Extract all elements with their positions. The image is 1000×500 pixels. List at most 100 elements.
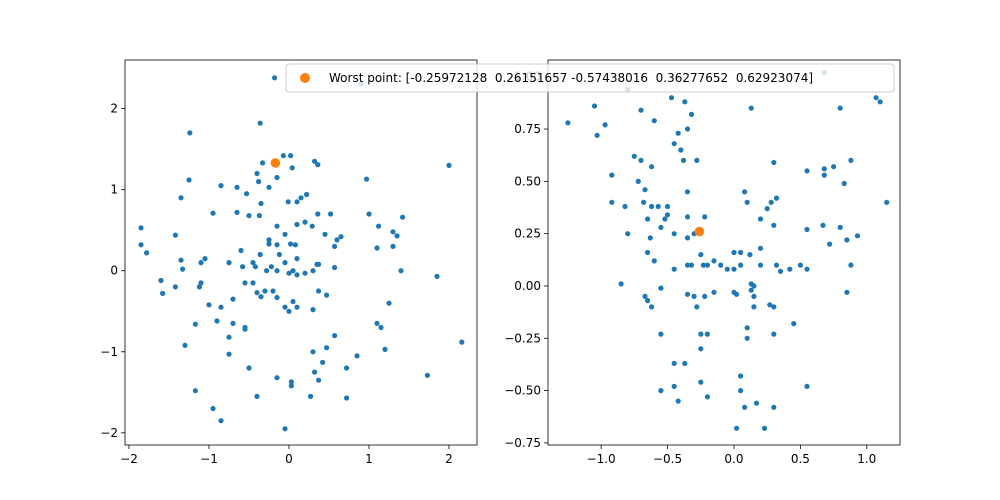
right-x-tick-label-4: 1.0	[857, 452, 876, 466]
right-point-26	[641, 199, 647, 205]
left-point-37	[309, 223, 315, 229]
right-point-66	[700, 262, 707, 268]
right-point-90	[844, 289, 850, 295]
right-point-48	[684, 235, 691, 241]
left-point-94	[324, 292, 330, 298]
legend-worst-marker	[300, 73, 310, 83]
left-point-27	[312, 158, 318, 164]
right-point-8	[638, 107, 644, 113]
right-point-39	[764, 206, 770, 212]
right-point-104	[751, 283, 757, 289]
right-point-57	[718, 262, 724, 268]
left-point-125	[400, 214, 406, 220]
left-point-58	[264, 268, 270, 274]
right-point-47	[671, 231, 677, 237]
left-point-28	[315, 162, 321, 168]
right-point-95	[658, 285, 664, 291]
left-point-92	[310, 307, 316, 313]
right-point-17	[694, 157, 700, 163]
left-point-62	[282, 260, 288, 266]
left-point-16	[288, 153, 294, 159]
left-point-12	[258, 200, 264, 207]
right-point-121	[671, 383, 677, 389]
left-point-70	[316, 261, 322, 267]
left-point-123	[390, 229, 396, 235]
right-point-35	[742, 189, 748, 195]
right-point-130	[771, 404, 777, 410]
left-point-44	[138, 225, 144, 231]
left-point-63	[286, 270, 292, 276]
right-point-62	[747, 252, 753, 258]
right-point-22	[635, 178, 641, 184]
right-point-119	[682, 360, 688, 366]
left-point-8	[234, 184, 240, 190]
left-point-33	[288, 241, 294, 247]
right-point-32	[684, 189, 691, 195]
right-point-127	[742, 404, 748, 410]
right-point-27	[649, 203, 655, 210]
right-y-tick-label-4: 0.25	[514, 227, 541, 241]
right-point-116	[771, 331, 777, 337]
left-point-54	[240, 264, 246, 270]
left-point-85	[262, 288, 268, 294]
left-point-47	[172, 232, 178, 238]
right-scatter-axes: −1.0 −0.5 0.0 0.5 1.0 −0.75 −0.50 −0.25 0.00 0.2…	[504, 59, 901, 466]
right-point-124	[704, 394, 711, 400]
left-x-tick-label-0: −2	[120, 452, 138, 466]
right-point-78	[837, 105, 843, 111]
left-point-90	[290, 298, 296, 305]
left-point-71	[332, 264, 338, 271]
right-point-86	[827, 241, 833, 247]
left-point-129	[374, 320, 380, 326]
left-point-99	[242, 326, 248, 332]
right-point-41	[773, 195, 780, 201]
left-point-122	[376, 223, 382, 229]
right-point-53	[688, 262, 695, 268]
right-point-117	[698, 346, 704, 352]
right-point-51	[651, 258, 657, 264]
right-point-30	[664, 203, 671, 210]
left-point-11	[260, 160, 266, 166]
left-point-26	[304, 191, 310, 198]
right-point-40	[768, 199, 774, 205]
left-point-34	[292, 242, 298, 248]
right-point-72	[804, 266, 810, 272]
right-point-125	[738, 373, 744, 379]
left-points-layer	[138, 75, 465, 432]
right-point-19	[638, 157, 644, 163]
left-point-21	[256, 213, 262, 219]
left-point-50	[198, 260, 204, 266]
left-point-114	[308, 393, 314, 399]
right-point-20	[649, 164, 655, 170]
left-point-3	[257, 120, 263, 126]
right-point-34	[702, 214, 708, 220]
right-point-12	[675, 130, 681, 136]
right-point-50	[645, 249, 651, 256]
right-point-73	[804, 168, 810, 174]
right-point-13	[684, 126, 691, 132]
left-point-127	[390, 243, 396, 249]
right-axes-frame	[547, 59, 901, 446]
left-point-20	[246, 213, 252, 219]
left-point-76	[198, 280, 204, 286]
right-point-110	[791, 321, 797, 327]
left-point-130	[378, 324, 384, 331]
right-point-75	[821, 172, 827, 178]
right-point-96	[684, 291, 691, 297]
left-point-39	[328, 211, 334, 217]
right-y-tick-label-6: 0.75	[514, 122, 541, 136]
right-worst-point	[694, 226, 705, 237]
right-point-71	[797, 262, 804, 268]
right-point-81	[848, 157, 854, 163]
right-point-77	[831, 164, 837, 170]
left-point-77	[206, 302, 212, 308]
right-point-107	[744, 325, 750, 331]
right-y-tick-label-5: 0.50	[514, 174, 541, 188]
left-point-89	[286, 308, 292, 314]
left-point-60	[274, 268, 280, 274]
right-point-24	[609, 199, 615, 205]
left-point-42	[334, 237, 340, 243]
legend: Worst point: [-0.25972128 0.26151657 -0.…	[285, 63, 895, 93]
left-point-61	[276, 251, 282, 258]
left-point-109	[274, 375, 280, 381]
